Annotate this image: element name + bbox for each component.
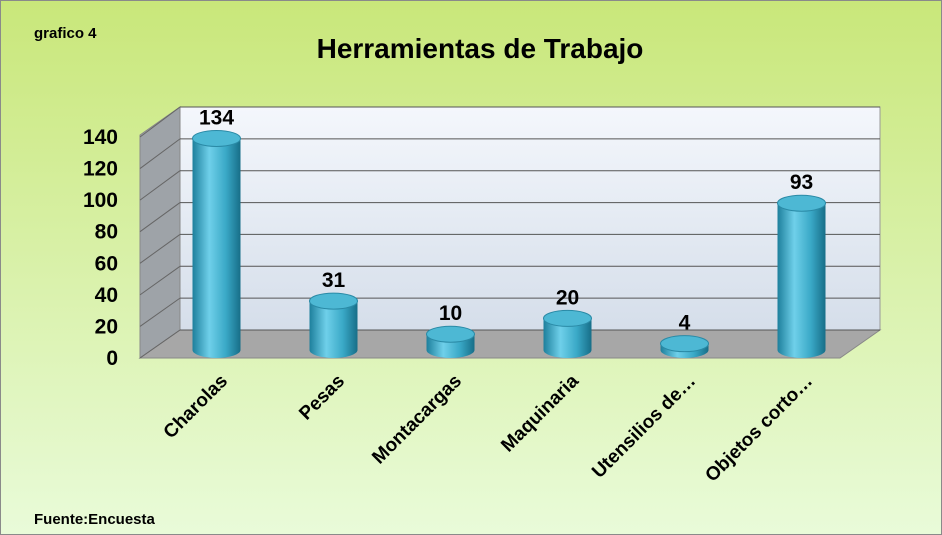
y-tick-label: 100 (83, 189, 118, 212)
bar (660, 335, 709, 358)
grid-line (139, 138, 181, 169)
bar-body (192, 138, 241, 358)
bar (426, 325, 475, 358)
floor (138, 329, 882, 359)
bar-body (777, 203, 826, 358)
bar (543, 309, 592, 358)
grid-line (139, 265, 181, 296)
bar-top (426, 325, 475, 343)
bar-top (660, 335, 709, 353)
grid-line (139, 297, 181, 327)
data-label: 10 (439, 302, 462, 325)
chart-annotation: grafico 4 (34, 25, 97, 42)
data-label: 4 (679, 312, 691, 335)
bar-body (543, 318, 592, 358)
bar-body (309, 301, 358, 358)
y-tick-label: 40 (95, 284, 118, 307)
bar-top (309, 292, 358, 310)
grid-line (139, 329, 181, 359)
bar (192, 129, 241, 358)
back-wall (179, 106, 881, 331)
bar-top (192, 129, 241, 147)
bar-top (777, 194, 826, 212)
y-tick-label: 140 (83, 126, 118, 149)
grid-line (139, 234, 181, 264)
grid-line (139, 106, 181, 138)
grid (139, 106, 880, 359)
data-label: 93 (790, 171, 813, 194)
data-label: 31 (322, 269, 346, 292)
marks (192, 129, 826, 358)
side-wall (139, 106, 181, 359)
grid-line (139, 202, 181, 233)
grid-line (139, 170, 181, 201)
bar (777, 194, 826, 358)
y-tick-label: 0 (106, 347, 118, 370)
y-tick-label: 20 (95, 315, 118, 338)
y-tick-label: 60 (95, 252, 118, 275)
bar-top (543, 309, 592, 327)
data-label: 134 (199, 106, 234, 129)
chart-title: Herramientas de Trabajo (317, 33, 644, 64)
bar (309, 292, 358, 358)
chart-annotation: Fuente:Encuesta (34, 511, 156, 528)
y-tick-label: 120 (83, 158, 118, 181)
data-label: 20 (556, 286, 579, 309)
y-tick-label: 80 (95, 221, 118, 244)
